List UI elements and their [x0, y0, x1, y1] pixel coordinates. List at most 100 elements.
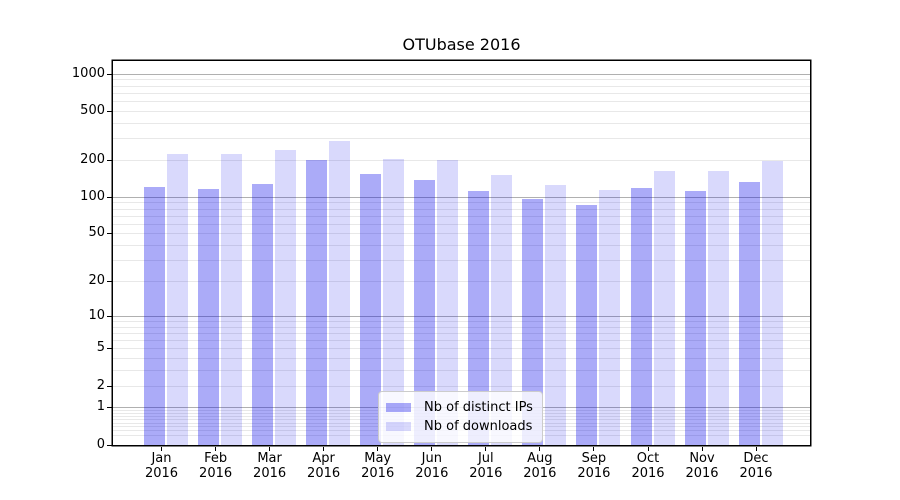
bar-distinct-ips-sep — [576, 204, 598, 445]
y-tick — [107, 445, 112, 446]
x-tick-label-may: May 2016 — [361, 451, 395, 481]
bar-downloads-mar — [275, 149, 297, 445]
bar-distinct-ips-jun — [414, 180, 436, 445]
gridline-minor — [113, 233, 810, 234]
x-tick-label-mar: Mar 2016 — [253, 451, 287, 481]
gridline-minor — [113, 340, 810, 341]
y-tick-label: 1000 — [71, 65, 105, 81]
y-tick — [107, 197, 112, 198]
x-tick-label-jul: Jul 2016 — [469, 451, 503, 481]
gridline-minor — [113, 333, 810, 334]
gridline-minor — [113, 160, 810, 161]
y-tick-label: 50 — [88, 225, 105, 241]
y-tick — [107, 160, 112, 161]
legend-label-downloads: Nb of downloads — [424, 418, 533, 434]
bar-distinct-ips-dec — [738, 181, 760, 445]
gridline-minor — [113, 245, 810, 246]
gridline-minor — [113, 260, 810, 261]
y-tick — [107, 233, 112, 234]
bar-distinct-ips-nov — [684, 191, 706, 445]
gridline-minor — [113, 358, 810, 359]
gridline-minor — [113, 86, 810, 87]
bar-distinct-ips-oct — [630, 188, 652, 445]
bar-downloads-feb — [221, 154, 242, 445]
y-tick-label: 1 — [96, 399, 105, 415]
y-tick — [107, 111, 112, 112]
x-tick — [485, 446, 487, 451]
bar-downloads-sep — [599, 190, 621, 445]
x-tick — [323, 446, 325, 451]
gridline-minor — [113, 79, 810, 80]
x-tick-label-nov: Nov 2016 — [685, 451, 719, 481]
x-tick-label-sep: Sep 2016 — [577, 451, 611, 481]
bar-downloads-jan — [167, 153, 188, 445]
legend-swatch-downloads — [386, 422, 411, 431]
bar-downloads-oct — [653, 170, 675, 445]
bar-distinct-ips-may — [360, 173, 382, 445]
x-tick-label-dec: Dec 2016 — [739, 451, 773, 481]
x-tick — [161, 446, 162, 451]
gridline-major — [113, 316, 810, 317]
x-tick — [647, 446, 649, 451]
bar-downloads-jun — [437, 160, 459, 445]
y-tick-label: 2 — [96, 377, 105, 393]
y-tick — [107, 407, 112, 408]
x-tick — [269, 446, 271, 451]
legend-swatch-distinct-ips — [386, 403, 411, 412]
gridline-minor — [113, 209, 810, 210]
bar-downloads-nov — [707, 171, 729, 445]
x-tick-label-jun: Jun 2016 — [415, 451, 449, 481]
gridline-minor — [113, 370, 810, 371]
gridline-minor — [113, 93, 810, 94]
gridline-minor — [113, 216, 810, 217]
legend-item-distinct-ips: Nb of distinct IPs — [386, 398, 533, 417]
bar-downloads-dec — [761, 161, 783, 445]
x-tick — [377, 446, 379, 451]
x-tick — [431, 446, 433, 451]
gridline-minor — [113, 138, 810, 139]
y-tick-label: 100 — [80, 188, 105, 204]
gridline-minor — [113, 224, 810, 225]
y-tick-label: 200 — [80, 151, 105, 167]
gridline-minor — [113, 123, 810, 124]
x-tick — [593, 446, 595, 451]
x-tick-label-jan: Jan 2016 — [144, 451, 179, 481]
bar-downloads-jul — [491, 175, 513, 445]
y-tick-label: 20 — [88, 273, 105, 289]
x-tick — [215, 446, 217, 451]
bar-downloads-aug — [545, 184, 567, 445]
chart-title: OTUbase 2016 — [402, 35, 521, 54]
bars-layer — [113, 61, 810, 445]
x-tick-label-apr: Apr 2016 — [307, 451, 341, 481]
bar-distinct-ips-feb — [198, 188, 219, 445]
gridline-minor — [113, 281, 810, 282]
gridline-major — [113, 197, 810, 198]
gridline-minor — [113, 321, 810, 322]
bar-downloads-apr — [329, 140, 351, 445]
gridline-major — [113, 74, 810, 75]
legend: Nb of distinct IPs Nb of downloads — [378, 391, 543, 443]
gridline-minor — [113, 111, 810, 112]
x-tick-label-aug: Aug 2016 — [523, 451, 557, 481]
y-tick — [107, 281, 112, 282]
bar-distinct-ips-jan — [144, 186, 165, 445]
plot-area: Nb of distinct IPs Nb of downloads — [113, 61, 810, 445]
x-tick-label-feb: Feb 2016 — [199, 451, 233, 481]
x-tick — [701, 446, 703, 451]
y-tick-label: 0 — [96, 436, 105, 452]
gridline-minor — [113, 101, 810, 102]
y-tick-label: 500 — [80, 102, 105, 118]
gridline-minor — [113, 327, 810, 328]
bar-distinct-ips-aug — [522, 198, 544, 445]
gridline-minor — [113, 348, 810, 349]
y-tick — [107, 74, 112, 75]
bar-distinct-ips-jul — [468, 190, 490, 445]
bar-distinct-ips-mar — [252, 184, 274, 445]
y-tick — [107, 348, 112, 349]
gridline-minor — [113, 386, 810, 387]
gridline-minor — [113, 202, 810, 203]
bar-downloads-may — [383, 158, 405, 445]
y-tick — [107, 316, 112, 317]
x-tick — [539, 446, 541, 451]
